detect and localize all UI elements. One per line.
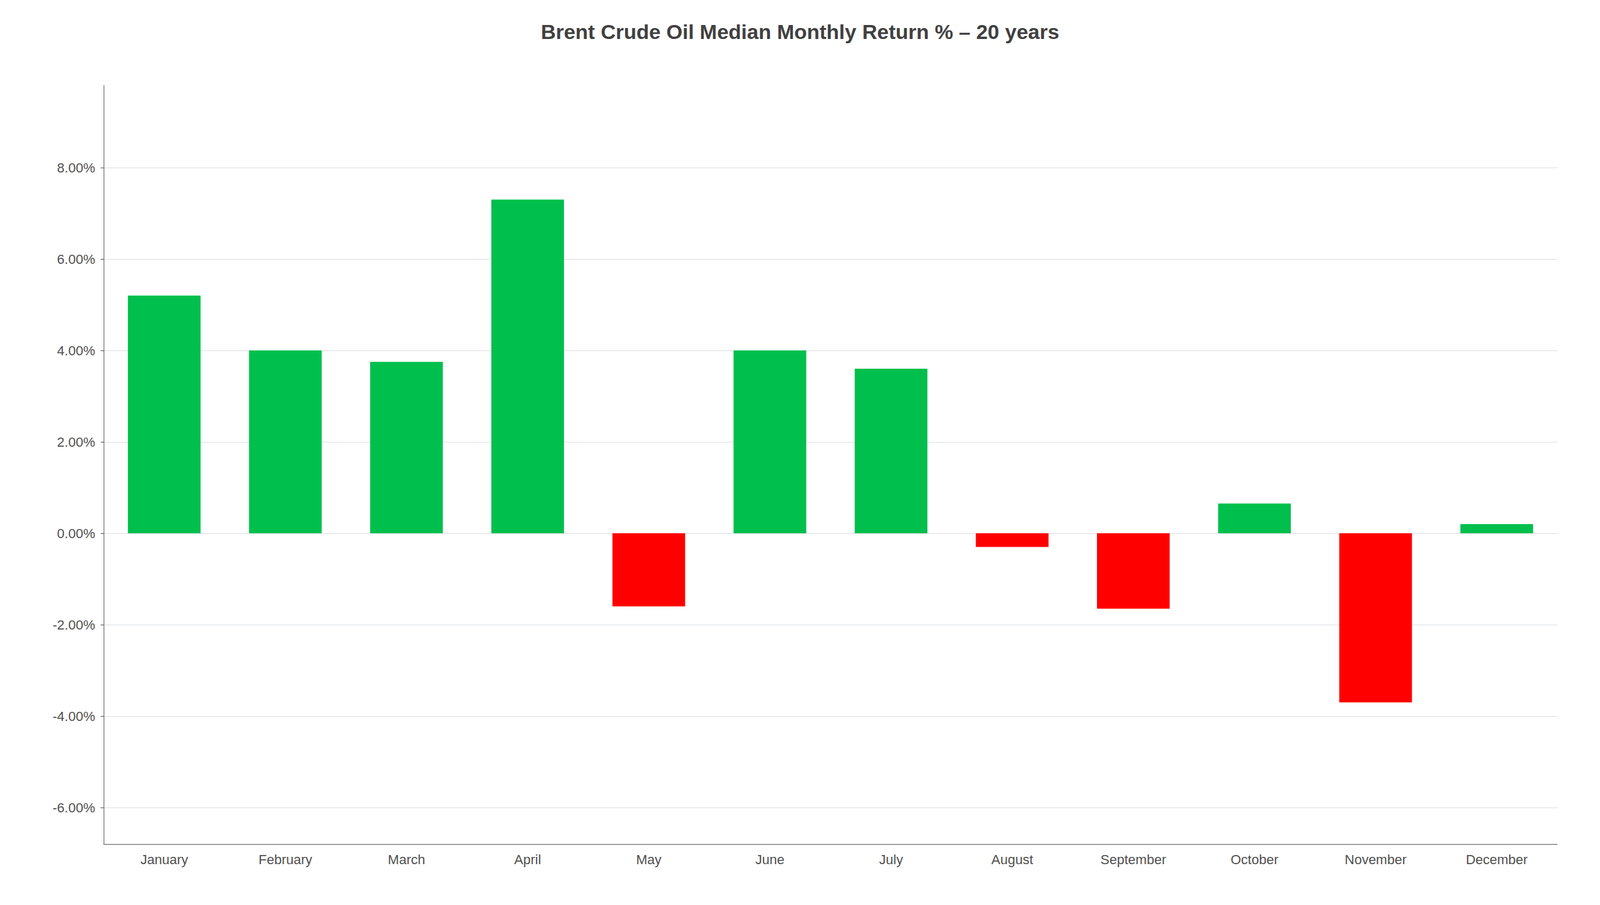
- svg-text:6.00%: 6.00%: [57, 251, 96, 268]
- svg-text:December: December: [1465, 852, 1528, 868]
- svg-text:-6.00%: -6.00%: [52, 800, 96, 816]
- svg-text:August: August: [991, 852, 1034, 868]
- svg-text:March: March: [387, 852, 425, 868]
- svg-text:4.00%: 4.00%: [57, 343, 96, 359]
- svg-text:February: February: [258, 852, 313, 868]
- svg-text:-4.00%: -4.00%: [52, 709, 96, 725]
- svg-text:October: October: [1230, 852, 1279, 868]
- svg-text:2.00%: 2.00%: [57, 434, 96, 450]
- svg-text:0.00%: 0.00%: [57, 526, 96, 542]
- svg-text:April: April: [514, 852, 541, 868]
- svg-text:8.00%: 8.00%: [57, 160, 96, 176]
- svg-text:November: November: [1344, 852, 1407, 868]
- svg-text:May: May: [635, 852, 662, 868]
- svg-text:July: July: [879, 852, 904, 868]
- svg-text:June: June: [755, 852, 785, 868]
- svg-text:Brent Crude Oil Median Monthly: Brent Crude Oil Median Monthly Return % …: [540, 20, 1060, 44]
- svg-text:September: September: [1100, 852, 1167, 868]
- svg-text:-2.00%: -2.00%: [52, 617, 96, 633]
- svg-text:January: January: [140, 852, 188, 868]
